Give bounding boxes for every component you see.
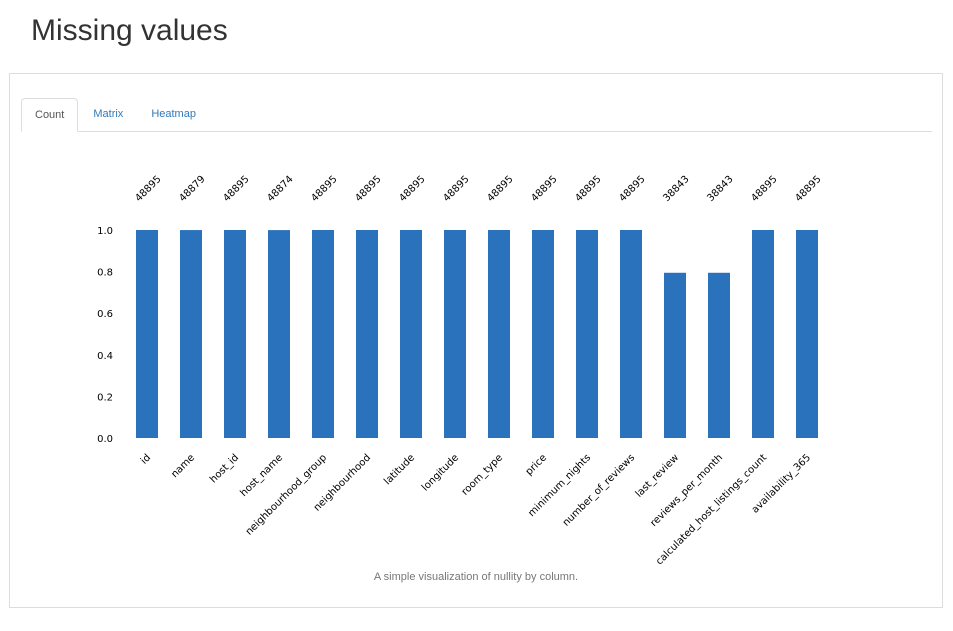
bar-host_name <box>268 230 290 438</box>
x-tick-label: room_type <box>460 452 505 497</box>
count-label: 48874 <box>265 174 295 204</box>
bar-neighbourhood_group <box>312 230 334 438</box>
missing-values-bar-chart: 0.0 0.2 0.4 0.6 0.8 1.0 48895 id 48879 name 48895 h… <box>97 174 824 568</box>
bar-id <box>136 230 158 438</box>
chart-caption: A simple visualization of nullity by col… <box>373 571 579 583</box>
tab-matrix[interactable]: Matrix <box>93 108 124 120</box>
count-label: 48895 <box>441 174 471 204</box>
tab-heatmap[interactable]: Heatmap <box>151 108 196 120</box>
x-tick-label: neighbourhood_group <box>244 452 329 537</box>
visualization-panel: Count Matrix Heatmap 0.0 0.2 0.4 0.6 0.8 1.0 4… <box>9 73 943 608</box>
bar-reviews_per_month <box>708 272 730 438</box>
bar-availability_365 <box>796 230 818 438</box>
x-tick-label: latitude <box>382 452 417 487</box>
x-tick-label: number_of_reviews <box>561 452 637 528</box>
count-label: 48895 <box>353 174 383 204</box>
x-tick-label: host_id <box>208 452 241 485</box>
y-tick-label: 0.4 <box>97 351 113 362</box>
bar-name <box>180 230 202 438</box>
x-tick-label: longitude <box>420 452 461 493</box>
count-label: 38843 <box>705 174 735 204</box>
bar-calculated_host_listings_count <box>752 230 774 438</box>
count-label: 48895 <box>397 174 427 204</box>
bar-host_id <box>224 230 246 438</box>
x-tick-label: host_name <box>238 452 285 499</box>
bar-latitude <box>400 230 422 438</box>
x-tick-label: price <box>524 452 549 477</box>
y-tick-label: 1.0 <box>97 226 113 237</box>
x-tick-label: last_review <box>634 452 681 499</box>
count-label: 48895 <box>221 174 251 204</box>
count-label: 48895 <box>529 174 559 204</box>
y-tick-label: 0.0 <box>97 434 113 445</box>
bar-neighbourhood <box>356 230 378 438</box>
y-tick-label: 0.6 <box>97 309 113 320</box>
count-label: 48895 <box>617 174 647 204</box>
x-tick-label: id <box>139 452 153 466</box>
tab-count[interactable]: Count <box>21 98 79 132</box>
x-tick-label: reviews_per_month <box>648 452 725 529</box>
bar-minimum_nights <box>576 230 598 438</box>
count-label: 48895 <box>133 174 163 204</box>
bar-longitude <box>444 230 466 438</box>
count-label: 48895 <box>485 174 515 204</box>
count-label: 48895 <box>573 174 603 204</box>
y-tick-label: 0.8 <box>97 268 113 279</box>
count-label: 38843 <box>661 174 691 204</box>
x-tick-label: name <box>169 452 197 480</box>
bar-number_of_reviews <box>620 230 642 438</box>
bar-room_type <box>488 230 510 438</box>
tab-bar: Count Matrix Heatmap <box>21 97 932 132</box>
bar-last_review <box>664 272 686 438</box>
count-label: 48879 <box>177 174 207 204</box>
count-label: 48895 <box>309 174 339 204</box>
count-label: 48895 <box>793 174 823 204</box>
y-tick-label: 0.2 <box>97 392 113 403</box>
page-title: Missing values <box>31 14 228 47</box>
bar-price <box>532 230 554 438</box>
count-label: 48895 <box>749 174 779 204</box>
